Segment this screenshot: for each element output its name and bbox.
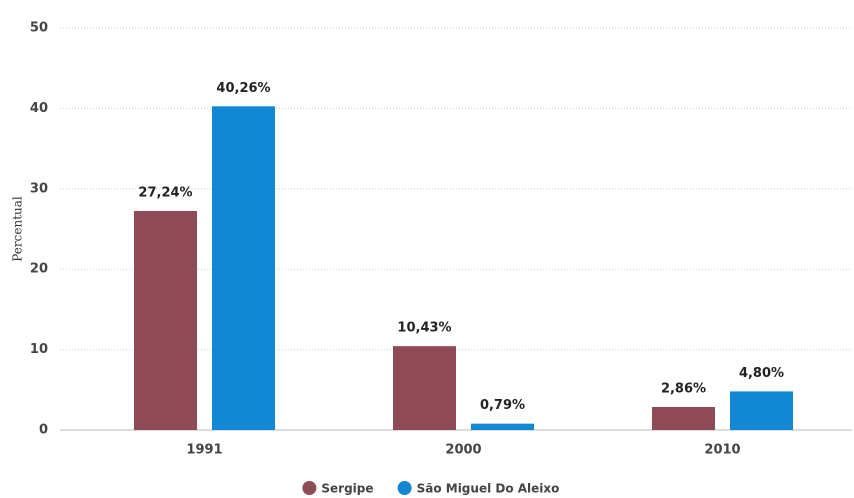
bar — [212, 106, 275, 430]
x-tick-label: 2010 — [704, 443, 740, 458]
value-label: 10,43% — [397, 321, 451, 336]
value-label: 27,24% — [138, 185, 192, 200]
bar — [471, 423, 534, 430]
bar — [393, 346, 456, 430]
legend-label: São Miguel Do Aleixo — [417, 482, 560, 496]
y-tick-label: 10 — [30, 342, 48, 357]
legend-label: Sergipe — [321, 482, 373, 496]
value-label: 40,26% — [216, 81, 270, 96]
x-tick-label: 1991 — [186, 443, 222, 458]
y-tick-label: 30 — [30, 181, 48, 196]
y-tick-label: 20 — [30, 262, 48, 277]
y-tick-label: 40 — [30, 101, 48, 116]
bar — [134, 210, 197, 430]
value-label: 0,79% — [480, 398, 525, 413]
x-tick-label: 2000 — [445, 443, 481, 458]
y-axis-label: Percentual — [11, 196, 25, 262]
bar — [730, 391, 793, 430]
y-tick-label: 50 — [30, 21, 48, 36]
legend-swatch — [302, 481, 317, 495]
value-label: 2,86% — [661, 382, 706, 397]
value-label: 4,80% — [739, 366, 784, 381]
y-tick-label: 0 — [39, 423, 48, 438]
bar — [652, 407, 715, 430]
legend-swatch — [397, 481, 412, 495]
